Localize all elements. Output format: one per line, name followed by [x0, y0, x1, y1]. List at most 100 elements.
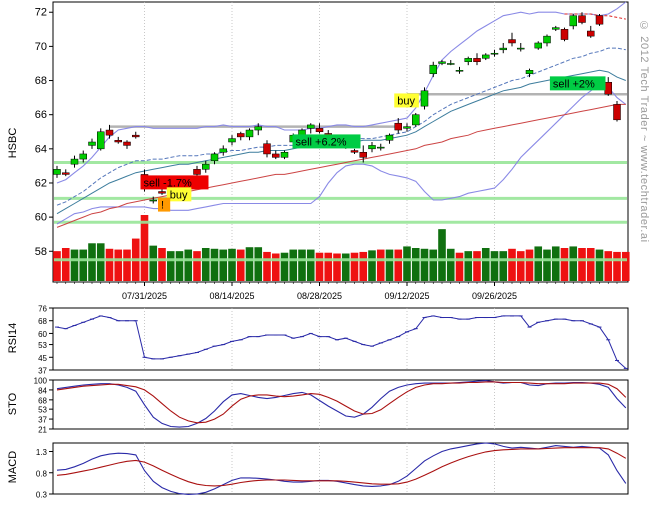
x-tick-label: 08/28/2025	[297, 291, 342, 301]
volume-bar	[88, 243, 96, 281]
volume-bar	[280, 252, 289, 281]
candle-body	[464, 58, 472, 63]
y-tick-label: 62	[35, 177, 47, 189]
copyright-watermark: © 2012 Tech Trader ~ www.techtrader.ai	[638, 20, 650, 243]
volume-bar	[175, 251, 184, 281]
signal-label-box	[549, 76, 606, 91]
volume-bar	[604, 251, 613, 281]
volume-bar	[368, 250, 376, 281]
volume-bar	[411, 248, 420, 281]
candle-body	[377, 146, 385, 149]
rsi-panel: 76 68 60 53 45 37 RSI14	[7, 305, 629, 376]
y-tick-label: 53	[38, 406, 47, 415]
candle-body	[587, 30, 595, 37]
signal-label-box	[394, 93, 419, 108]
volume-bar	[560, 248, 569, 281]
signal-label: buy	[397, 95, 415, 107]
bollinger-lower-line	[56, 83, 627, 225]
x-tick-label: 09/12/2025	[384, 291, 429, 301]
candle-body	[499, 47, 507, 51]
candle-body	[534, 42, 542, 49]
volume-bar	[595, 249, 604, 281]
ma-long-line	[56, 103, 626, 228]
candle-body	[158, 191, 166, 194]
panel-frame	[52, 442, 629, 495]
volume-bar	[79, 249, 88, 281]
y-tick-label: 66	[35, 109, 47, 121]
volume-bar	[140, 215, 149, 281]
trend-line	[564, 13, 626, 20]
bollinger-upper-line	[56, 1, 627, 184]
volume-bar	[586, 248, 595, 281]
volume-bar	[201, 248, 210, 281]
y-tick-label: 37	[38, 416, 47, 425]
y-axis-label: MACD	[7, 451, 19, 483]
volume-bar	[61, 248, 70, 281]
volume-bar	[516, 251, 525, 281]
volume-bar	[455, 252, 464, 281]
volume-bar	[420, 248, 429, 281]
signal-label: sell -1.7%	[144, 177, 193, 189]
y-tick-label: 68	[38, 317, 47, 326]
candle-body	[517, 47, 525, 50]
macd-panel: 1.3 0.8 0.3 MACD	[7, 442, 629, 500]
volume-bar	[569, 246, 578, 281]
signal-label-box	[292, 134, 361, 149]
volume-bar	[105, 248, 114, 281]
volume-bar	[481, 248, 490, 281]
volume-bar	[70, 249, 79, 281]
candle-body	[237, 133, 245, 138]
candle-body	[604, 81, 612, 95]
y-tick-label: 1.3	[36, 448, 48, 457]
volume-bar	[236, 249, 245, 281]
y-tick-label: 72	[35, 7, 47, 19]
candle-body	[359, 151, 367, 158]
candle-body	[202, 163, 210, 170]
y-tick-label: 64	[35, 143, 47, 155]
candle-body	[420, 90, 429, 107]
volume-bar	[123, 249, 131, 281]
candle-body	[368, 145, 376, 150]
indicator-line-2	[56, 447, 627, 487]
candle-body	[473, 58, 481, 63]
signal-label: sell +2%	[553, 78, 595, 90]
volume-bar	[193, 251, 201, 281]
signal-label-box	[158, 197, 171, 212]
candle-body	[263, 143, 271, 155]
x-tick-label: 09/26/2025	[472, 291, 517, 301]
volume-bar	[228, 248, 236, 281]
indicator-line-2	[56, 381, 627, 424]
volume-bar	[289, 249, 298, 281]
volume-bar	[613, 251, 621, 281]
y-tick-label: 45	[38, 354, 47, 363]
y-tick-label: 58	[35, 246, 47, 258]
candle-body	[429, 64, 437, 74]
y-tick-label: 68	[35, 75, 47, 87]
y-tick-label: 60	[35, 212, 47, 224]
x-tick-label: 07/31/2025	[122, 291, 167, 301]
volume-bar	[543, 249, 551, 281]
volume-bar	[315, 252, 324, 281]
candle-body	[508, 39, 516, 44]
volume-bar	[210, 248, 219, 281]
candle-body	[394, 122, 402, 131]
signal-label-box	[166, 187, 192, 202]
volume-bar	[184, 249, 193, 281]
volume-bar	[245, 247, 254, 281]
candle-body	[193, 169, 201, 175]
volume-bar	[499, 251, 508, 281]
candle-body	[613, 104, 621, 121]
volume-bar	[403, 246, 411, 281]
indicator-line-1	[56, 442, 627, 495]
candle-body	[578, 15, 586, 23]
candle-body	[132, 134, 140, 138]
candle-body	[525, 70, 534, 74]
candle-body	[254, 126, 262, 131]
candle-body	[438, 61, 446, 64]
candle-body	[219, 148, 227, 153]
y-tick-label: 60	[38, 330, 47, 339]
volume-bar	[508, 248, 516, 281]
candle-body	[210, 153, 219, 162]
volume-bar	[490, 251, 499, 281]
candle-body	[123, 141, 131, 146]
